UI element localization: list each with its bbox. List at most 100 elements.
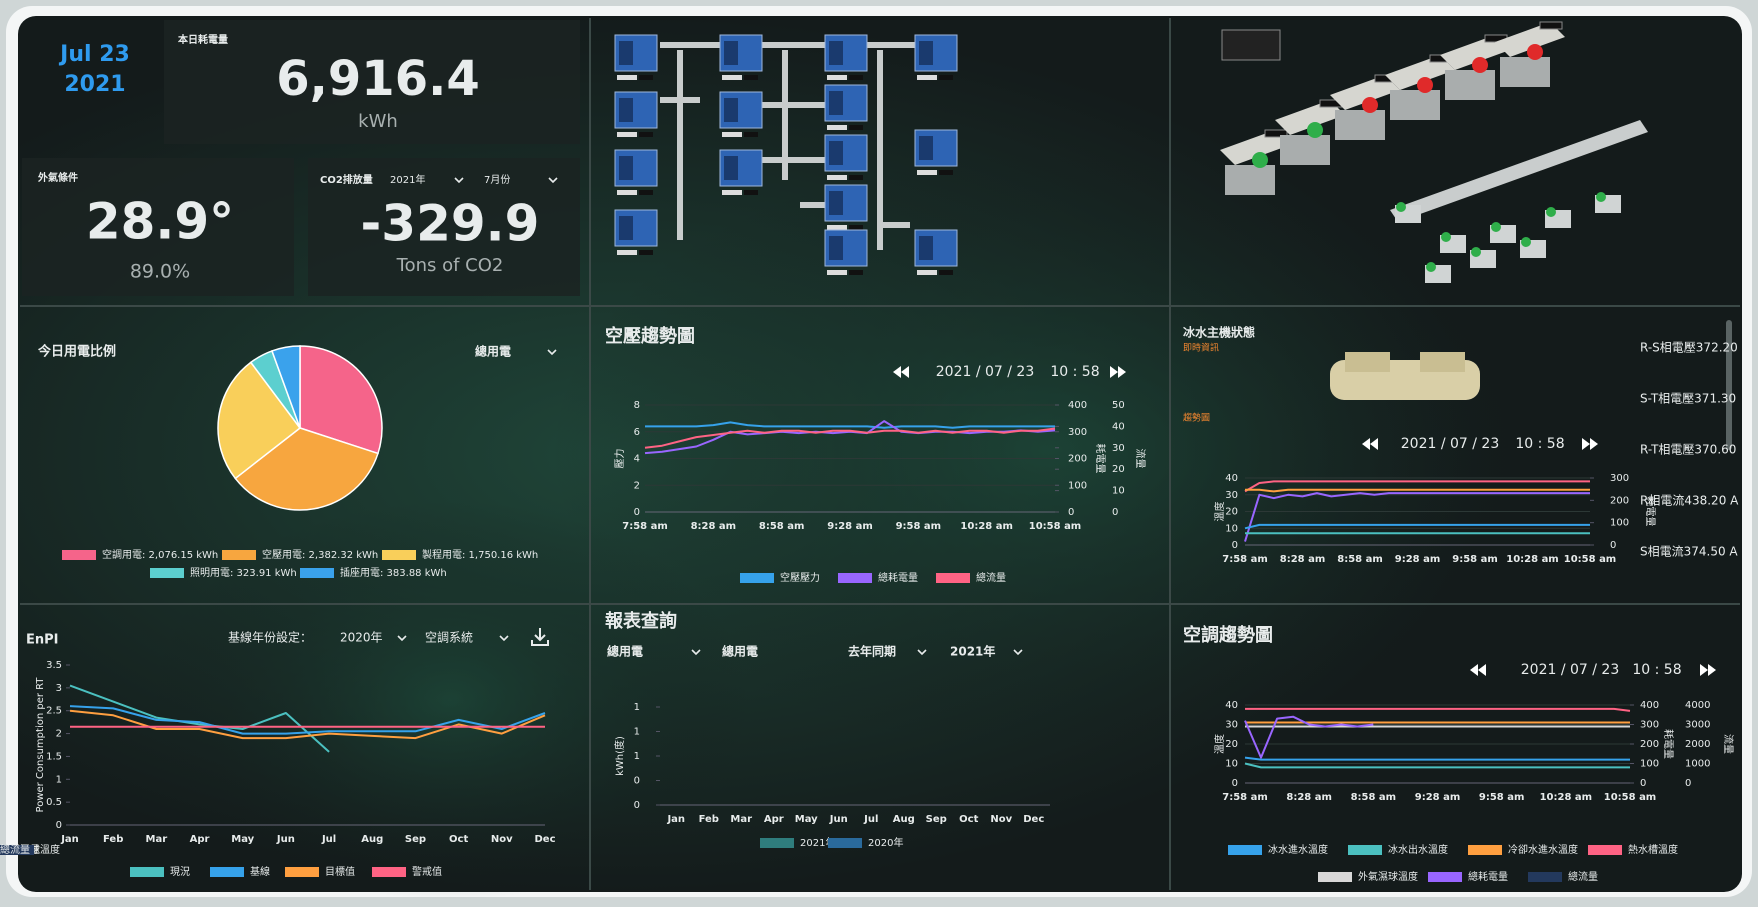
compressor-panel	[619, 98, 633, 122]
status-tag	[639, 75, 653, 80]
pie-slice	[234, 427, 379, 511]
pie-filter[interactable]: 總用電	[475, 344, 511, 359]
status-tag	[639, 132, 653, 137]
status-tag	[849, 225, 863, 230]
x-tick-label: 10:58 am	[1564, 554, 1616, 565]
y2-tick-label: 300	[1610, 473, 1629, 484]
nav-prev[interactable]	[901, 366, 909, 378]
nav-prev[interactable]	[1362, 438, 1370, 450]
nav-next[interactable]	[1700, 664, 1708, 676]
nav-next[interactable]	[1590, 438, 1598, 450]
pump-light	[1441, 232, 1451, 242]
status-tag	[639, 250, 653, 255]
nav-time: 10 : 58	[1050, 364, 1099, 380]
nav-next[interactable]	[1582, 438, 1590, 450]
y-tick-label: 1.5	[46, 751, 62, 762]
nav-prev[interactable]	[1370, 438, 1378, 450]
y-tick-label: 1	[634, 702, 640, 713]
x-tick-label: Aug	[893, 814, 915, 825]
x-tick-label: Dec	[534, 834, 555, 845]
y2-tick-label: 100	[1640, 759, 1659, 770]
co2-year-select[interactable]: 2021年	[390, 173, 425, 186]
nav-date: 2021 / 07 / 23	[936, 364, 1035, 380]
axis-title: Power Consumption per RT	[35, 677, 46, 813]
legend-label: 總流量	[1568, 870, 1598, 883]
chevron	[548, 177, 558, 184]
filter-select[interactable]: 總用電	[607, 644, 643, 659]
nav-prev[interactable]	[1478, 664, 1486, 676]
system-select[interactable]: 空調系統	[425, 631, 473, 645]
filter-select[interactable]: 去年同期	[848, 644, 896, 659]
nav-time: 10 : 58	[1515, 436, 1564, 452]
axis-title: kWh(度)	[613, 736, 626, 776]
y-tick-label: 6	[634, 427, 640, 438]
y2-tick-label: 200	[1610, 495, 1629, 506]
y-tick-label: 3	[56, 683, 62, 694]
date-day: Jul 23	[58, 42, 130, 67]
y2-tick-label: 200	[1640, 739, 1659, 750]
co2-value: -329.9	[361, 195, 540, 253]
x-tick-label: Dec	[1023, 814, 1044, 825]
chevron	[499, 635, 509, 642]
status-tag	[744, 132, 758, 137]
x-tick-label: 10:28 am	[960, 521, 1012, 532]
status-tag	[1264, 129, 1288, 138]
y3-tick-label: 1000	[1685, 759, 1710, 770]
y3-tick-label: 0	[1685, 778, 1691, 789]
compressor-panel	[619, 216, 633, 240]
filter-select[interactable]: 總用電	[722, 644, 758, 659]
status-tag	[1539, 21, 1563, 30]
status-tag	[849, 175, 863, 180]
co2-label: CO2排放量	[320, 173, 373, 186]
x-tick-label: 9:58 am	[1452, 554, 1498, 565]
legend-label: 總耗電量	[878, 571, 918, 584]
line	[69, 705, 546, 735]
legend-label: 插座用電: 383.88 kWh	[340, 566, 447, 579]
chiller-body	[1225, 165, 1275, 195]
baseline-year-select[interactable]: 2020年	[340, 631, 383, 645]
y-tick-label: 0.5	[46, 797, 62, 808]
line	[1244, 523, 1590, 530]
x-tick-label: 7:58 am	[622, 521, 668, 532]
y3-tick-label: 0	[1112, 507, 1118, 518]
download-button[interactable]	[531, 628, 549, 646]
compressor-panel	[919, 41, 933, 65]
co2-month-select[interactable]: 7月份	[484, 174, 510, 186]
y-tick-label: 1	[634, 727, 640, 738]
legend-swatch	[210, 867, 244, 877]
machine-top	[1345, 352, 1390, 372]
pie-title: 今日用電比例	[37, 344, 116, 360]
nav-time: 10 : 58	[1632, 662, 1681, 678]
y-tick-label: 10	[1225, 523, 1238, 534]
nav-prev[interactable]	[1470, 664, 1478, 676]
legend-label: 外氣濕球溫度	[1358, 870, 1418, 883]
filter-select[interactable]: 2021年	[950, 644, 995, 659]
y-tick-label: 40	[1225, 700, 1238, 711]
chevron	[691, 649, 701, 656]
chiller-unit	[1495, 22, 1565, 57]
legend-label: 總耗電量	[1468, 870, 1508, 883]
y-tick-label: 30	[1225, 490, 1238, 501]
axis-title: 耗電量	[1644, 497, 1656, 527]
legend-label: 空壓用電: 2,382.32 kWh	[262, 548, 378, 561]
line	[1244, 756, 1630, 761]
chiller-unit	[1385, 55, 1455, 90]
nav-next[interactable]	[1110, 366, 1118, 378]
pump-light	[1396, 202, 1406, 212]
legend-label: 空壓壓力	[780, 571, 820, 584]
nav-next[interactable]	[1118, 366, 1126, 378]
pump-light	[1521, 237, 1531, 247]
line	[1245, 488, 1590, 493]
nav-prev[interactable]	[893, 366, 901, 378]
pump-light	[1491, 222, 1501, 232]
status-tag	[917, 75, 937, 80]
nav-next[interactable]	[1708, 664, 1716, 676]
scrollbar[interactable]	[1726, 320, 1732, 450]
chevron	[397, 635, 407, 642]
compressor-panel	[829, 41, 843, 65]
y2-tick-label: 0	[1610, 540, 1616, 551]
chiller-plant-diagram	[1220, 21, 1648, 283]
panel-title: 冰水主機狀態	[1183, 325, 1255, 340]
x-tick-label: Feb	[103, 834, 123, 845]
status-light	[1472, 57, 1488, 73]
